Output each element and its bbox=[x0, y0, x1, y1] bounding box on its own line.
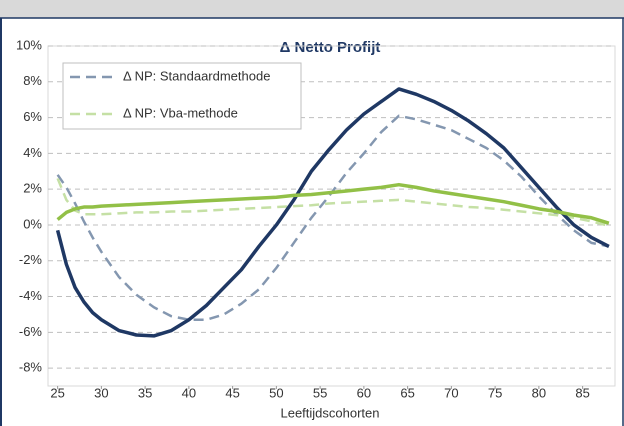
y-tick-label: -2% bbox=[19, 252, 43, 267]
y-tick-label: 6% bbox=[23, 109, 42, 124]
y-tick-label: 4% bbox=[23, 145, 42, 160]
x-tick-label: 35 bbox=[138, 385, 152, 400]
x-tick-label: 60 bbox=[357, 385, 371, 400]
x-tick-label: 50 bbox=[269, 385, 283, 400]
x-tick-label: 85 bbox=[575, 385, 589, 400]
x-tick-label: 70 bbox=[444, 385, 458, 400]
y-tick-label: -8% bbox=[19, 360, 43, 375]
x-tick-label: 30 bbox=[94, 385, 108, 400]
x-tick-label: 45 bbox=[225, 385, 239, 400]
y-tick-label: 0% bbox=[23, 216, 42, 231]
legend-label: Δ NP: Vba-methode bbox=[123, 105, 238, 120]
series-line bbox=[55, 87, 610, 338]
y-tick-label: -6% bbox=[19, 324, 43, 339]
top-band bbox=[0, 0, 624, 18]
series-line bbox=[56, 182, 610, 225]
x-tick-label: 75 bbox=[488, 385, 502, 400]
x-tick-label: 65 bbox=[400, 385, 414, 400]
x-tick-label: 40 bbox=[182, 385, 196, 400]
x-axis-label: Leeftijdscohorten bbox=[280, 405, 379, 420]
legend-label: Δ NP: Standaardmethode bbox=[123, 68, 270, 83]
y-tick-label: 8% bbox=[23, 73, 42, 88]
y-tick-label: 2% bbox=[23, 181, 42, 196]
x-tick-label: 25 bbox=[50, 385, 64, 400]
x-tick-label: 55 bbox=[313, 385, 327, 400]
series-line bbox=[56, 114, 610, 322]
y-tick-label: -4% bbox=[19, 288, 43, 303]
y-tick-label: 10% bbox=[16, 37, 42, 52]
legend-box bbox=[62, 62, 302, 130]
x-tick-label: 80 bbox=[532, 385, 546, 400]
chart-title: Δ Netto Profijt bbox=[280, 39, 381, 56]
series-line bbox=[56, 177, 610, 228]
